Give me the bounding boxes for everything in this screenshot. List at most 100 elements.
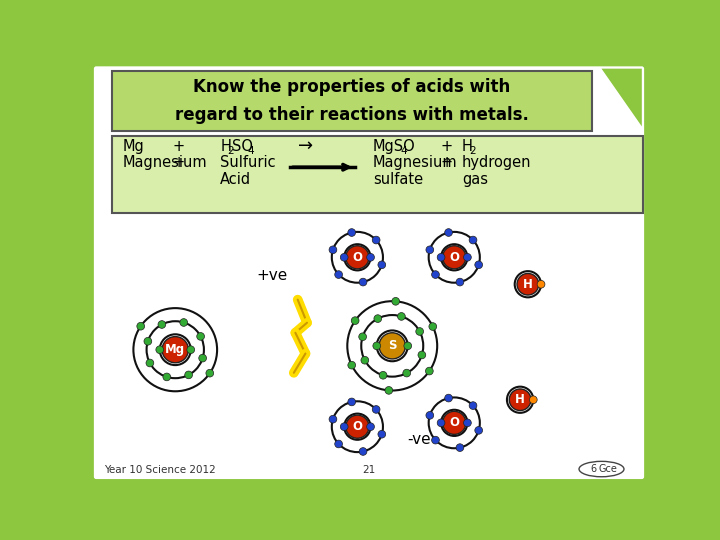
Text: MgSO: MgSO: [373, 139, 415, 154]
Circle shape: [372, 236, 380, 244]
Text: Magnesium: Magnesium: [373, 155, 457, 170]
Circle shape: [341, 253, 348, 261]
Circle shape: [426, 246, 433, 254]
Circle shape: [437, 253, 445, 261]
Circle shape: [144, 338, 152, 345]
Text: O: O: [352, 420, 362, 433]
Text: +: +: [441, 139, 452, 154]
Circle shape: [180, 319, 188, 326]
Circle shape: [402, 369, 410, 377]
Circle shape: [445, 394, 452, 402]
Circle shape: [378, 430, 386, 438]
Circle shape: [456, 278, 464, 286]
Text: →: →: [297, 137, 312, 155]
Text: Know the properties of acids with
regard to their reactions with metals.: Know the properties of acids with regard…: [175, 78, 529, 124]
Text: +: +: [441, 155, 452, 170]
Text: Acid: Acid: [220, 172, 251, 187]
Circle shape: [348, 228, 356, 237]
Circle shape: [378, 261, 386, 269]
Circle shape: [335, 440, 343, 448]
Text: Magnesium: Magnesium: [122, 155, 207, 170]
Circle shape: [346, 246, 369, 269]
Circle shape: [329, 415, 337, 423]
Text: 21: 21: [362, 465, 376, 475]
Text: H: H: [462, 139, 473, 154]
Circle shape: [474, 261, 482, 269]
Circle shape: [456, 444, 464, 451]
Circle shape: [206, 369, 214, 377]
Text: 4: 4: [248, 146, 254, 156]
Text: S: S: [388, 339, 397, 353]
Circle shape: [474, 427, 482, 434]
Circle shape: [397, 313, 405, 320]
Text: H: H: [220, 139, 231, 154]
Circle shape: [361, 356, 369, 364]
Circle shape: [156, 346, 163, 354]
Circle shape: [366, 423, 374, 430]
Circle shape: [335, 271, 343, 279]
Circle shape: [146, 359, 154, 367]
Text: Mg: Mg: [165, 343, 185, 356]
Circle shape: [185, 371, 192, 379]
Circle shape: [341, 423, 348, 430]
Circle shape: [359, 333, 366, 341]
Circle shape: [162, 336, 189, 363]
Circle shape: [187, 346, 194, 354]
Text: Gce: Gce: [598, 464, 617, 474]
Text: O: O: [449, 416, 459, 429]
Text: 2: 2: [469, 146, 476, 156]
Text: 6: 6: [590, 464, 597, 474]
Text: Mg: Mg: [122, 139, 144, 154]
Circle shape: [163, 373, 171, 381]
Circle shape: [373, 342, 381, 350]
Circle shape: [426, 367, 433, 375]
Circle shape: [517, 273, 539, 295]
Circle shape: [348, 361, 356, 369]
Circle shape: [443, 246, 466, 269]
Circle shape: [404, 342, 412, 350]
Text: 4: 4: [401, 146, 408, 156]
Circle shape: [469, 236, 477, 244]
Circle shape: [431, 436, 439, 444]
Circle shape: [443, 411, 466, 434]
Circle shape: [348, 398, 356, 406]
Text: Sulfuric: Sulfuric: [220, 155, 276, 170]
Circle shape: [509, 389, 531, 410]
Circle shape: [464, 419, 472, 427]
Text: +: +: [172, 155, 184, 170]
Circle shape: [437, 419, 445, 427]
Circle shape: [464, 253, 472, 261]
Circle shape: [351, 317, 359, 325]
Circle shape: [445, 228, 452, 237]
Circle shape: [379, 333, 405, 359]
Circle shape: [329, 246, 337, 254]
Text: hydrogen: hydrogen: [462, 155, 531, 170]
Circle shape: [418, 351, 426, 359]
Text: 2: 2: [228, 146, 234, 156]
Text: sulfate: sulfate: [373, 172, 423, 187]
Text: +ve: +ve: [256, 268, 288, 284]
Circle shape: [379, 372, 387, 379]
Circle shape: [366, 253, 374, 261]
Text: H: H: [523, 278, 533, 291]
Circle shape: [392, 298, 400, 305]
FancyBboxPatch shape: [94, 66, 644, 479]
Circle shape: [429, 323, 436, 330]
Circle shape: [359, 448, 367, 455]
Circle shape: [346, 415, 369, 438]
Text: gas: gas: [462, 172, 488, 187]
Circle shape: [529, 396, 537, 403]
Circle shape: [426, 411, 433, 419]
Circle shape: [469, 402, 477, 409]
FancyBboxPatch shape: [112, 71, 593, 131]
Text: O: O: [352, 251, 362, 264]
Circle shape: [359, 278, 367, 286]
Circle shape: [197, 333, 204, 340]
Circle shape: [374, 315, 382, 322]
Text: H: H: [516, 393, 525, 406]
FancyBboxPatch shape: [112, 136, 642, 213]
Polygon shape: [570, 69, 642, 126]
Circle shape: [199, 354, 207, 362]
Circle shape: [372, 406, 380, 413]
Circle shape: [537, 280, 545, 288]
